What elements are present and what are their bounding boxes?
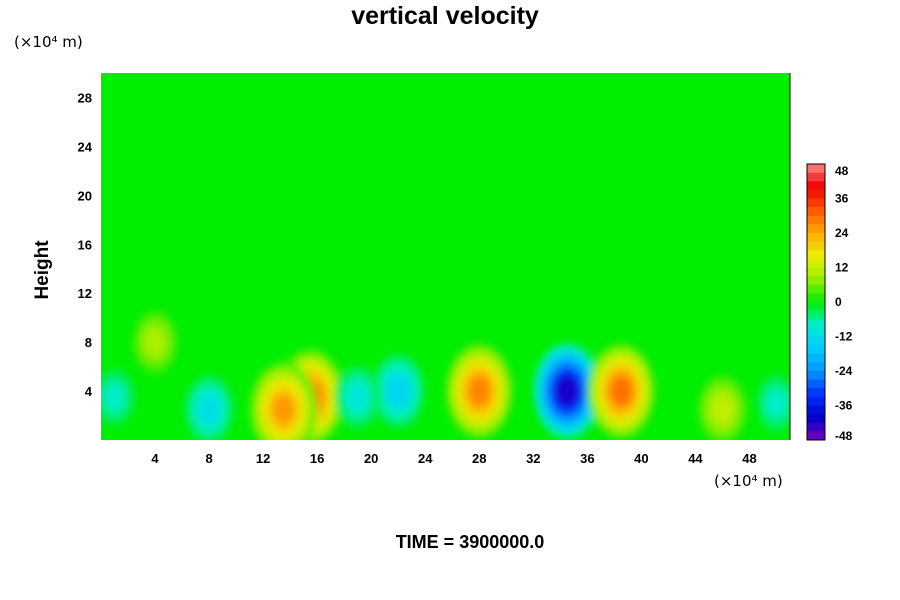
colorbar-segment (807, 302, 825, 311)
x-tick-label: 44 (688, 451, 703, 466)
x-tick-labels: 4 8 12 16 20 24 28 32 36 40 44 48 (151, 451, 756, 466)
chart-title: vertical velocity (351, 2, 539, 30)
colorbar-tick-label: 36 (835, 192, 849, 206)
colorbar-segment (807, 422, 825, 432)
x-tick-label: 20 (364, 451, 378, 466)
velocity-feature-5-ring-1 (713, 396, 732, 423)
colorbar-tick-label: 48 (835, 164, 849, 178)
colorbar-segment (807, 233, 825, 242)
x-tick-label: 40 (634, 451, 648, 466)
velocity-feature-2-ring-1 (468, 376, 490, 406)
time-label: TIME = 3900000.0 (395, 532, 545, 552)
y-tick-label: 24 (78, 139, 93, 154)
colorbar-tick-label: 24 (835, 226, 849, 240)
colorbar-tick-label: -24 (835, 364, 853, 378)
velocity-feature-9-ring-1 (348, 384, 367, 410)
colorbar-segment (807, 379, 825, 389)
y-tick-label: 8 (85, 335, 92, 350)
velocity-feature-8-ring-1 (388, 377, 408, 405)
y-axis-unit: (×10⁴ m) (14, 33, 83, 51)
velocity-feature-4-ring-1 (610, 376, 632, 406)
colorbar-tick-labels: 48 36 24 12 0 -12 -24 -36 -48 (835, 164, 853, 443)
colorbar-tick-label: 12 (835, 261, 849, 275)
colorbar-segment (807, 284, 825, 294)
velocity-field (101, 308, 790, 440)
y-tick-label: 12 (78, 286, 92, 301)
y-tick-labels: 4 8 12 16 20 24 28 (78, 90, 93, 399)
colorbar-tick-label: -48 (835, 429, 853, 443)
y-tick-label: 4 (85, 384, 93, 399)
x-tick-label: 8 (205, 451, 212, 466)
x-tick-label: 36 (580, 451, 594, 466)
colorbar-segment (807, 336, 825, 346)
colorbar-border (806, 163, 826, 441)
colorbar-segment (807, 276, 825, 286)
colorbar-segment (807, 207, 825, 217)
colorbar-segment (807, 319, 825, 329)
colorbar-segment (807, 241, 825, 251)
colorbar-segment (807, 396, 825, 406)
x-tick-label: 24 (418, 451, 433, 466)
colorbar-segment (807, 215, 825, 225)
x-axis-unit: (×10⁴ m) (714, 472, 783, 490)
colorbar-segment (807, 327, 825, 337)
x-tick-label: 12 (256, 451, 270, 466)
velocity-feature-10-ring-1 (105, 385, 124, 409)
velocity-feature-7-ring-1 (199, 396, 219, 423)
colorbar-tick-label: -36 (835, 399, 853, 413)
colorbar-segment (807, 405, 825, 415)
velocity-feature-3-ring-1 (556, 376, 578, 406)
velocity-feature-11-ring-1 (767, 391, 786, 416)
colorbar-segment (807, 431, 825, 441)
colorbar-segment (807, 181, 825, 191)
colorbar-segment (807, 258, 825, 268)
velocity-feature-6-ring-1 (146, 329, 164, 355)
x-tick-label: 32 (526, 451, 540, 466)
colorbar-segment (807, 164, 825, 173)
colorbar-segment (807, 172, 825, 182)
x-tick-label: 48 (742, 451, 756, 466)
colorbar-segment (807, 414, 825, 424)
y-tick-label: 16 (78, 237, 92, 252)
y-tick-label: 28 (78, 90, 92, 105)
colorbar-segment (807, 250, 825, 260)
colorbar-segment (807, 267, 825, 277)
colorbar (806, 163, 826, 441)
colorbar-segment (807, 353, 825, 363)
x-tick-label: 4 (151, 451, 159, 466)
colorbar-segment (807, 224, 825, 234)
x-tick-label: 28 (472, 451, 486, 466)
colorbar-segment (807, 189, 825, 199)
colorbar-segment (807, 388, 825, 398)
colorbar-segment (807, 362, 825, 372)
x-tick-label: 16 (310, 451, 324, 466)
y-tick-label: 20 (78, 188, 92, 203)
colorbar-tick-label: -12 (835, 330, 853, 344)
colorbar-segment (807, 198, 825, 208)
velocity-feature-1-ring-1 (272, 394, 295, 425)
colorbar-segment (807, 345, 825, 355)
colorbar-segment (807, 293, 825, 303)
colorbar-tick-label: 0 (835, 295, 842, 309)
colorbar-segment (807, 310, 825, 320)
colorbar-segment (807, 371, 825, 380)
